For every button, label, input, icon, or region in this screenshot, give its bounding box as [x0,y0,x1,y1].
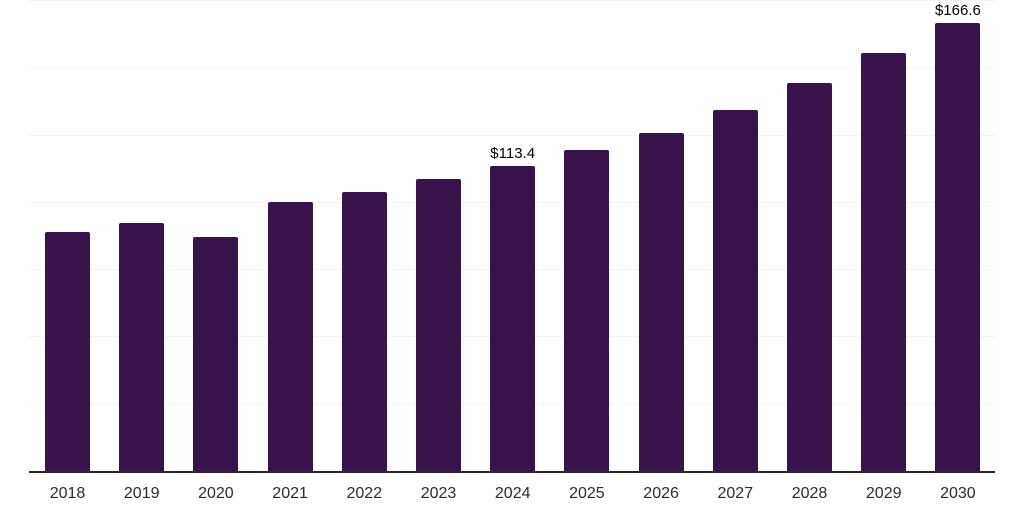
x-tick-label-2029: 2029 [865,485,902,502]
x-tick-label-2023: 2023 [420,485,457,502]
data-label-2024: $113.4 [490,144,536,162]
bar-2021 [267,202,313,471]
bar-2024 [490,165,536,471]
x-tick-label-2021: 2021 [272,485,308,502]
gridline [29,134,995,136]
x-tick-label-2025: 2025 [569,485,605,502]
bar-2025 [564,149,610,471]
x-tick-label-2027: 2027 [717,485,754,502]
bar-2018 [45,232,90,471]
gridline [29,0,995,1]
bar-2028 [787,83,832,471]
x-tick-label-2018: 2018 [49,485,86,502]
x-tick-label-2028: 2028 [791,485,828,502]
x-tick-label-2024: 2024 [494,485,531,502]
bar-2022 [341,191,387,471]
bar-2019 [119,222,165,471]
bar-2030 [935,22,981,471]
bar-2023 [416,179,461,471]
gridline [29,67,995,69]
bar-2029 [861,52,907,471]
x-axis-line [29,471,995,473]
x-tick-label-2019: 2019 [123,485,160,502]
x-tick-label-2030: 2030 [940,485,976,502]
x-tick-label-2022: 2022 [346,485,383,502]
bar-2026 [638,133,684,471]
bar-2027 [712,109,758,471]
x-tick-label-2020: 2020 [198,485,234,502]
data-label-2030: $166.6 [934,1,981,19]
plot-area: $113.4 $166.6 [29,0,995,512]
bar-2020 [193,236,239,471]
x-tick-label-2026: 2026 [643,485,679,502]
